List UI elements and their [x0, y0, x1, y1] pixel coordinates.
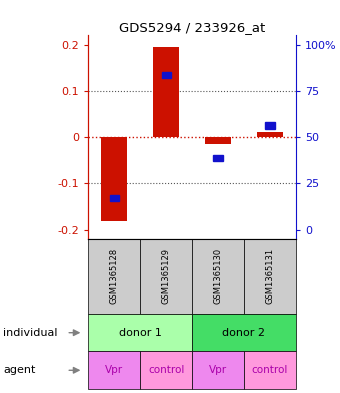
Text: Vpr: Vpr: [209, 365, 227, 375]
Bar: [192, 351, 244, 389]
Bar: [244, 239, 296, 314]
Bar: [265, 123, 274, 129]
Bar: [153, 47, 179, 137]
Bar: [110, 195, 119, 201]
Bar: [101, 137, 127, 221]
Bar: [205, 137, 231, 144]
Text: control: control: [148, 365, 184, 375]
Text: control: control: [252, 365, 288, 375]
Bar: [214, 155, 223, 161]
Text: individual: individual: [3, 328, 58, 338]
Bar: [244, 351, 296, 389]
Bar: [192, 314, 296, 351]
Bar: [257, 132, 283, 137]
Title: GDS5294 / 233926_at: GDS5294 / 233926_at: [119, 21, 265, 34]
Bar: [88, 239, 140, 314]
Bar: [140, 351, 192, 389]
Bar: [140, 239, 192, 314]
Text: Vpr: Vpr: [105, 365, 123, 375]
Text: donor 1: donor 1: [119, 328, 162, 338]
Text: GSM1365129: GSM1365129: [162, 248, 171, 304]
Bar: [192, 239, 244, 314]
Text: GSM1365130: GSM1365130: [214, 248, 222, 305]
Text: agent: agent: [3, 365, 36, 375]
Text: GSM1365128: GSM1365128: [110, 248, 119, 305]
Bar: [88, 351, 140, 389]
Text: donor 2: donor 2: [222, 328, 266, 338]
Bar: [162, 72, 171, 78]
Bar: [88, 314, 192, 351]
Text: GSM1365131: GSM1365131: [266, 248, 274, 305]
